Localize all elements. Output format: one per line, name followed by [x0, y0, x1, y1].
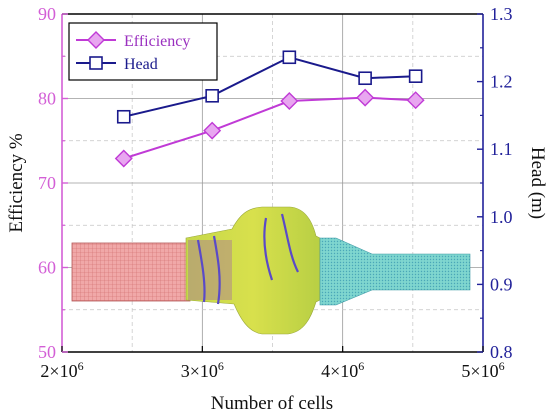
head-point: [358, 71, 372, 86]
blade-2: [212, 235, 221, 305]
y-right-tick-label: 1.2: [490, 72, 513, 92]
y-axis-label-right: Head (m): [527, 147, 548, 219]
x-axis-label: Number of cells: [211, 393, 333, 414]
legend-efficiency-marker: [87, 31, 105, 49]
legend-head-label: Head: [124, 56, 158, 73]
efficiency-point: [280, 92, 299, 111]
head-point: [116, 109, 131, 124]
y-left-tick-label: 60: [38, 258, 56, 278]
y-left-tick-label: 80: [38, 89, 56, 109]
impeller-shading: [188, 240, 232, 300]
legend-box: [68, 22, 218, 81]
blade-4: [280, 213, 299, 273]
y-left-tick-label: 50: [38, 342, 56, 362]
efficiency-point: [114, 149, 133, 168]
y-left-tick-label: 70: [38, 173, 56, 193]
x-tick-label: 5×106: [461, 359, 504, 381]
x-tick-label: 3×106: [181, 359, 224, 381]
head-point: [282, 50, 297, 65]
efficiency-point: [356, 88, 375, 107]
legend: Efficiency Head: [68, 22, 218, 81]
legend-head-marker: [89, 56, 103, 70]
outlet-diffuser-mesh: [319, 237, 471, 306]
series: [114, 50, 425, 168]
legend-efficiency-label: Efficiency: [124, 33, 190, 50]
y-right-tick-label: 0.8: [490, 342, 513, 362]
efficiency-point: [203, 121, 222, 140]
y-right-tick-label: 1.3: [490, 4, 513, 24]
inlet-pipe-mesh: [71, 242, 191, 302]
head-point: [408, 69, 423, 83]
x-tick-label: 2×106: [40, 359, 83, 381]
y-left-tick-label: 90: [38, 4, 56, 24]
blade-1: [196, 239, 206, 303]
y-right-tick-label: 0.9: [490, 274, 513, 294]
blade-3: [263, 217, 274, 281]
head-point: [205, 88, 219, 103]
y-right-tick-label: 1.1: [490, 139, 513, 159]
ticks: 2×106 3×106 4×106 5×106 50 60 70 80 90 0.8 0.9 1.0 1…: [38, 4, 513, 381]
pump-mesh-inset-image: [71, 206, 471, 335]
x-tick-label: 4×106: [321, 359, 364, 381]
y-axis-label-left: Efficiency %: [6, 133, 27, 233]
efficiency-point: [406, 91, 425, 110]
y-right-tick-label: 1.0: [490, 207, 513, 227]
